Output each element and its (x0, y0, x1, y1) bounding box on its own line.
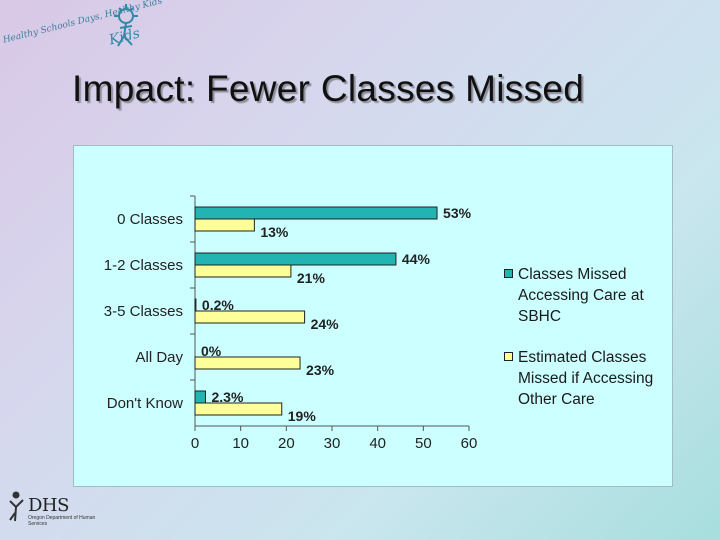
x-tick-label: 40 (369, 435, 386, 452)
legend-item-other-care: Estimated Classes Missed if Accessing Ot… (504, 347, 664, 410)
legend-swatch-teal (504, 269, 513, 278)
bar-data-label: 2.3% (212, 389, 244, 405)
bar (194, 356, 301, 370)
bar (194, 402, 283, 416)
bar (194, 252, 397, 266)
dhs-logo-subtext: Oregon Department of Human Services (28, 515, 96, 527)
y-tick-label: 0 Classes (117, 211, 183, 228)
x-tick-label: 60 (461, 435, 478, 452)
bar-chart: 0 10 20 30 40 50 60 0 Classes 1-2 Classes 3-5 Cla… (104, 195, 478, 452)
dhs-logo-text: DHS (28, 495, 69, 516)
dhs-logo: DHS Oregon Department of Human Services (6, 489, 106, 534)
x-tick-label: 50 (415, 435, 432, 452)
bar-data-label: 24% (311, 316, 340, 332)
bar-data-label: 23% (306, 362, 335, 378)
chart-panel: 0 10 20 30 40 50 60 0 Classes 1-2 Classes 3-5 Cla… (73, 145, 673, 487)
bar (194, 310, 306, 324)
bar (194, 264, 292, 278)
bar (194, 218, 255, 232)
bar (194, 298, 197, 312)
bar (194, 206, 438, 220)
y-tick-label: All Day (135, 349, 183, 366)
legend-label: Classes Missed Accessing Care at SBHC (518, 266, 644, 325)
bar-data-label: 13% (260, 224, 289, 240)
bar-data-label: 53% (443, 205, 472, 221)
y-tick-label: 3-5 Classes (104, 303, 183, 320)
x-tick-label: 0 (191, 435, 199, 452)
bar-data-label: 44% (402, 251, 431, 267)
bar-data-label: 21% (297, 270, 326, 286)
person-figure-icon (9, 491, 24, 522)
chart-legend: Classes Missed Accessing Care at SBHC Es… (504, 264, 664, 430)
legend-item-sbhc: Classes Missed Accessing Care at SBHC (504, 264, 664, 327)
y-tick-label: 1-2 Classes (104, 257, 183, 274)
x-tick-label: 20 (278, 435, 295, 452)
legend-swatch-yellow (504, 352, 513, 361)
bar (194, 390, 207, 404)
bar-data-label: 19% (288, 408, 317, 424)
sun-figure-icon (114, 4, 138, 47)
bar-data-label: 0.2% (202, 297, 234, 313)
x-tick-label: 10 (232, 435, 249, 452)
healthy-kids-logo: Healthy Schools Days, Healthy Kids Kids (2, 0, 163, 64)
legend-label: Estimated Classes Missed if Accessing Ot… (518, 349, 654, 408)
y-tick-label: Don't Know (107, 395, 183, 412)
bar-data-label: 0% (201, 343, 222, 359)
x-tick-label: 30 (324, 435, 341, 452)
page-title: Impact: Fewer Classes Missed (72, 68, 585, 109)
